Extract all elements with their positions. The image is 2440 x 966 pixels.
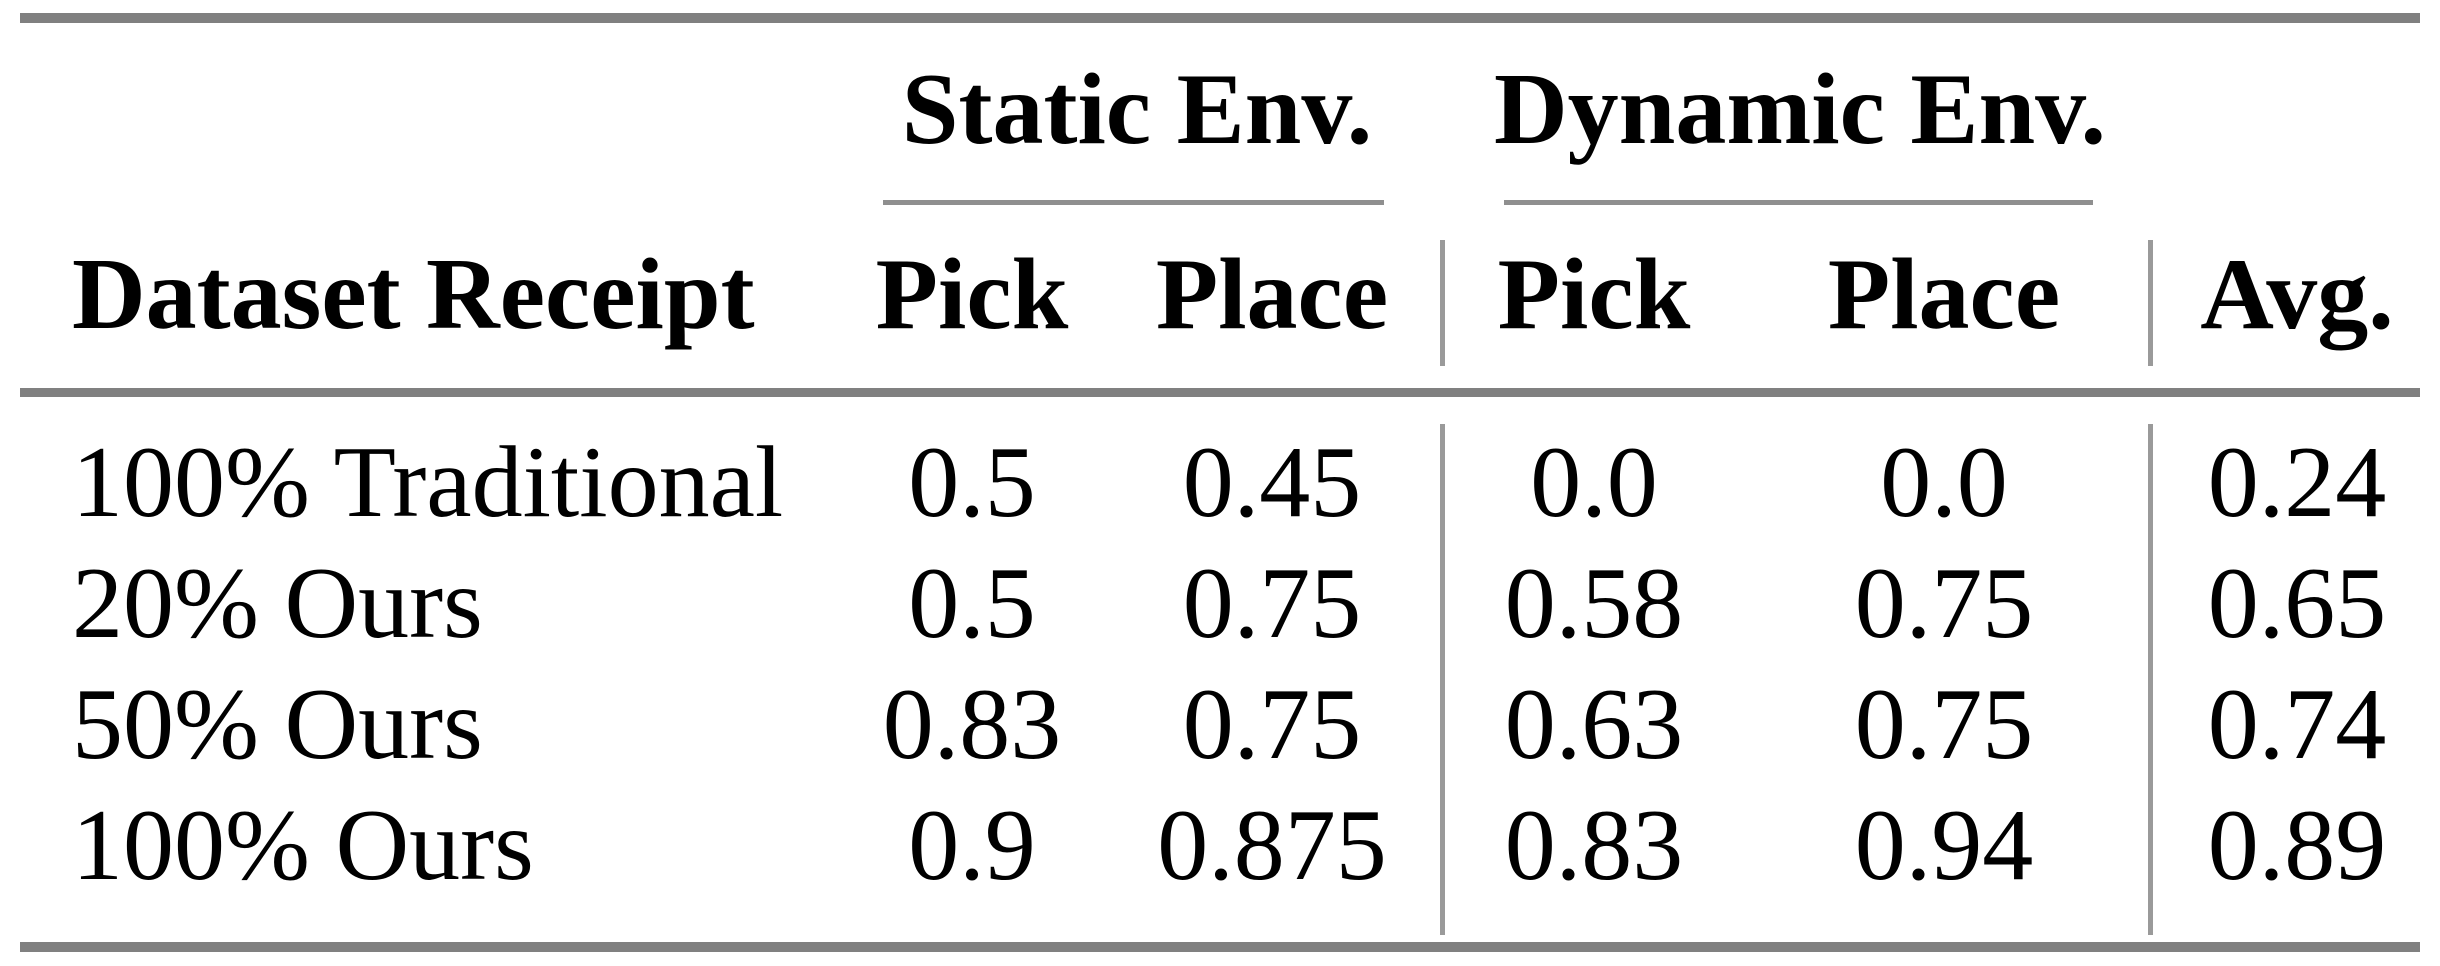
cell-static-place: 0.75 [1182,547,1362,660]
column-header-dynamic-pick: Pick [1497,238,1691,351]
cell-dynamic-place: 0.75 [1854,668,2034,781]
cell-static-pick: 0.5 [908,547,1036,660]
cell-avg: 0.74 [2207,668,2387,781]
row-label: 100% Ours [72,789,534,902]
table-header-rule [20,388,2420,397]
cell-static-place: 0.875 [1157,789,1387,902]
cell-avg: 0.65 [2207,547,2387,660]
row-label: 100% Traditional [72,426,784,539]
vertical-divider-avg-header [2148,240,2153,366]
cell-static-pick: 0.5 [908,426,1036,539]
cell-dynamic-pick: 0.83 [1504,789,1684,902]
cell-dynamic-place: 0.0 [1880,426,2008,539]
cell-avg: 0.24 [2207,426,2387,539]
row-label: 20% Ours [72,547,483,660]
cell-dynamic-pick: 0.58 [1504,547,1684,660]
cell-static-pick: 0.83 [882,668,1062,781]
cell-dynamic-place: 0.94 [1854,789,2034,902]
column-header-static-place: Place [1155,238,1389,351]
cell-static-place: 0.45 [1182,426,1362,539]
table-top-rule [20,13,2420,23]
cell-static-place: 0.75 [1182,668,1362,781]
cell-avg: 0.89 [2207,789,2387,902]
cell-static-pick: 0.9 [908,789,1036,902]
cell-dynamic-pick: 0.0 [1530,426,1658,539]
static-env-underline [883,200,1384,205]
column-header-dynamic-place: Place [1827,238,2061,351]
dynamic-env-underline [1504,200,2093,205]
cell-dynamic-place: 0.75 [1854,547,2034,660]
vertical-divider-avg-body [2148,424,2153,935]
table-bottom-rule [20,942,2420,952]
column-header-dataset-receipt: Dataset Receipt [72,238,755,351]
vertical-divider-static-dynamic-header [1440,240,1445,366]
column-header-avg: Avg. [2200,238,2394,351]
group-header-dynamic-env: Dynamic Env. [1493,53,2107,166]
cell-dynamic-pick: 0.63 [1504,668,1684,781]
vertical-divider-static-dynamic-body [1440,424,1445,935]
group-header-static-env: Static Env. [901,53,1373,166]
column-header-static-pick: Pick [875,238,1069,351]
row-label: 50% Ours [72,668,483,781]
